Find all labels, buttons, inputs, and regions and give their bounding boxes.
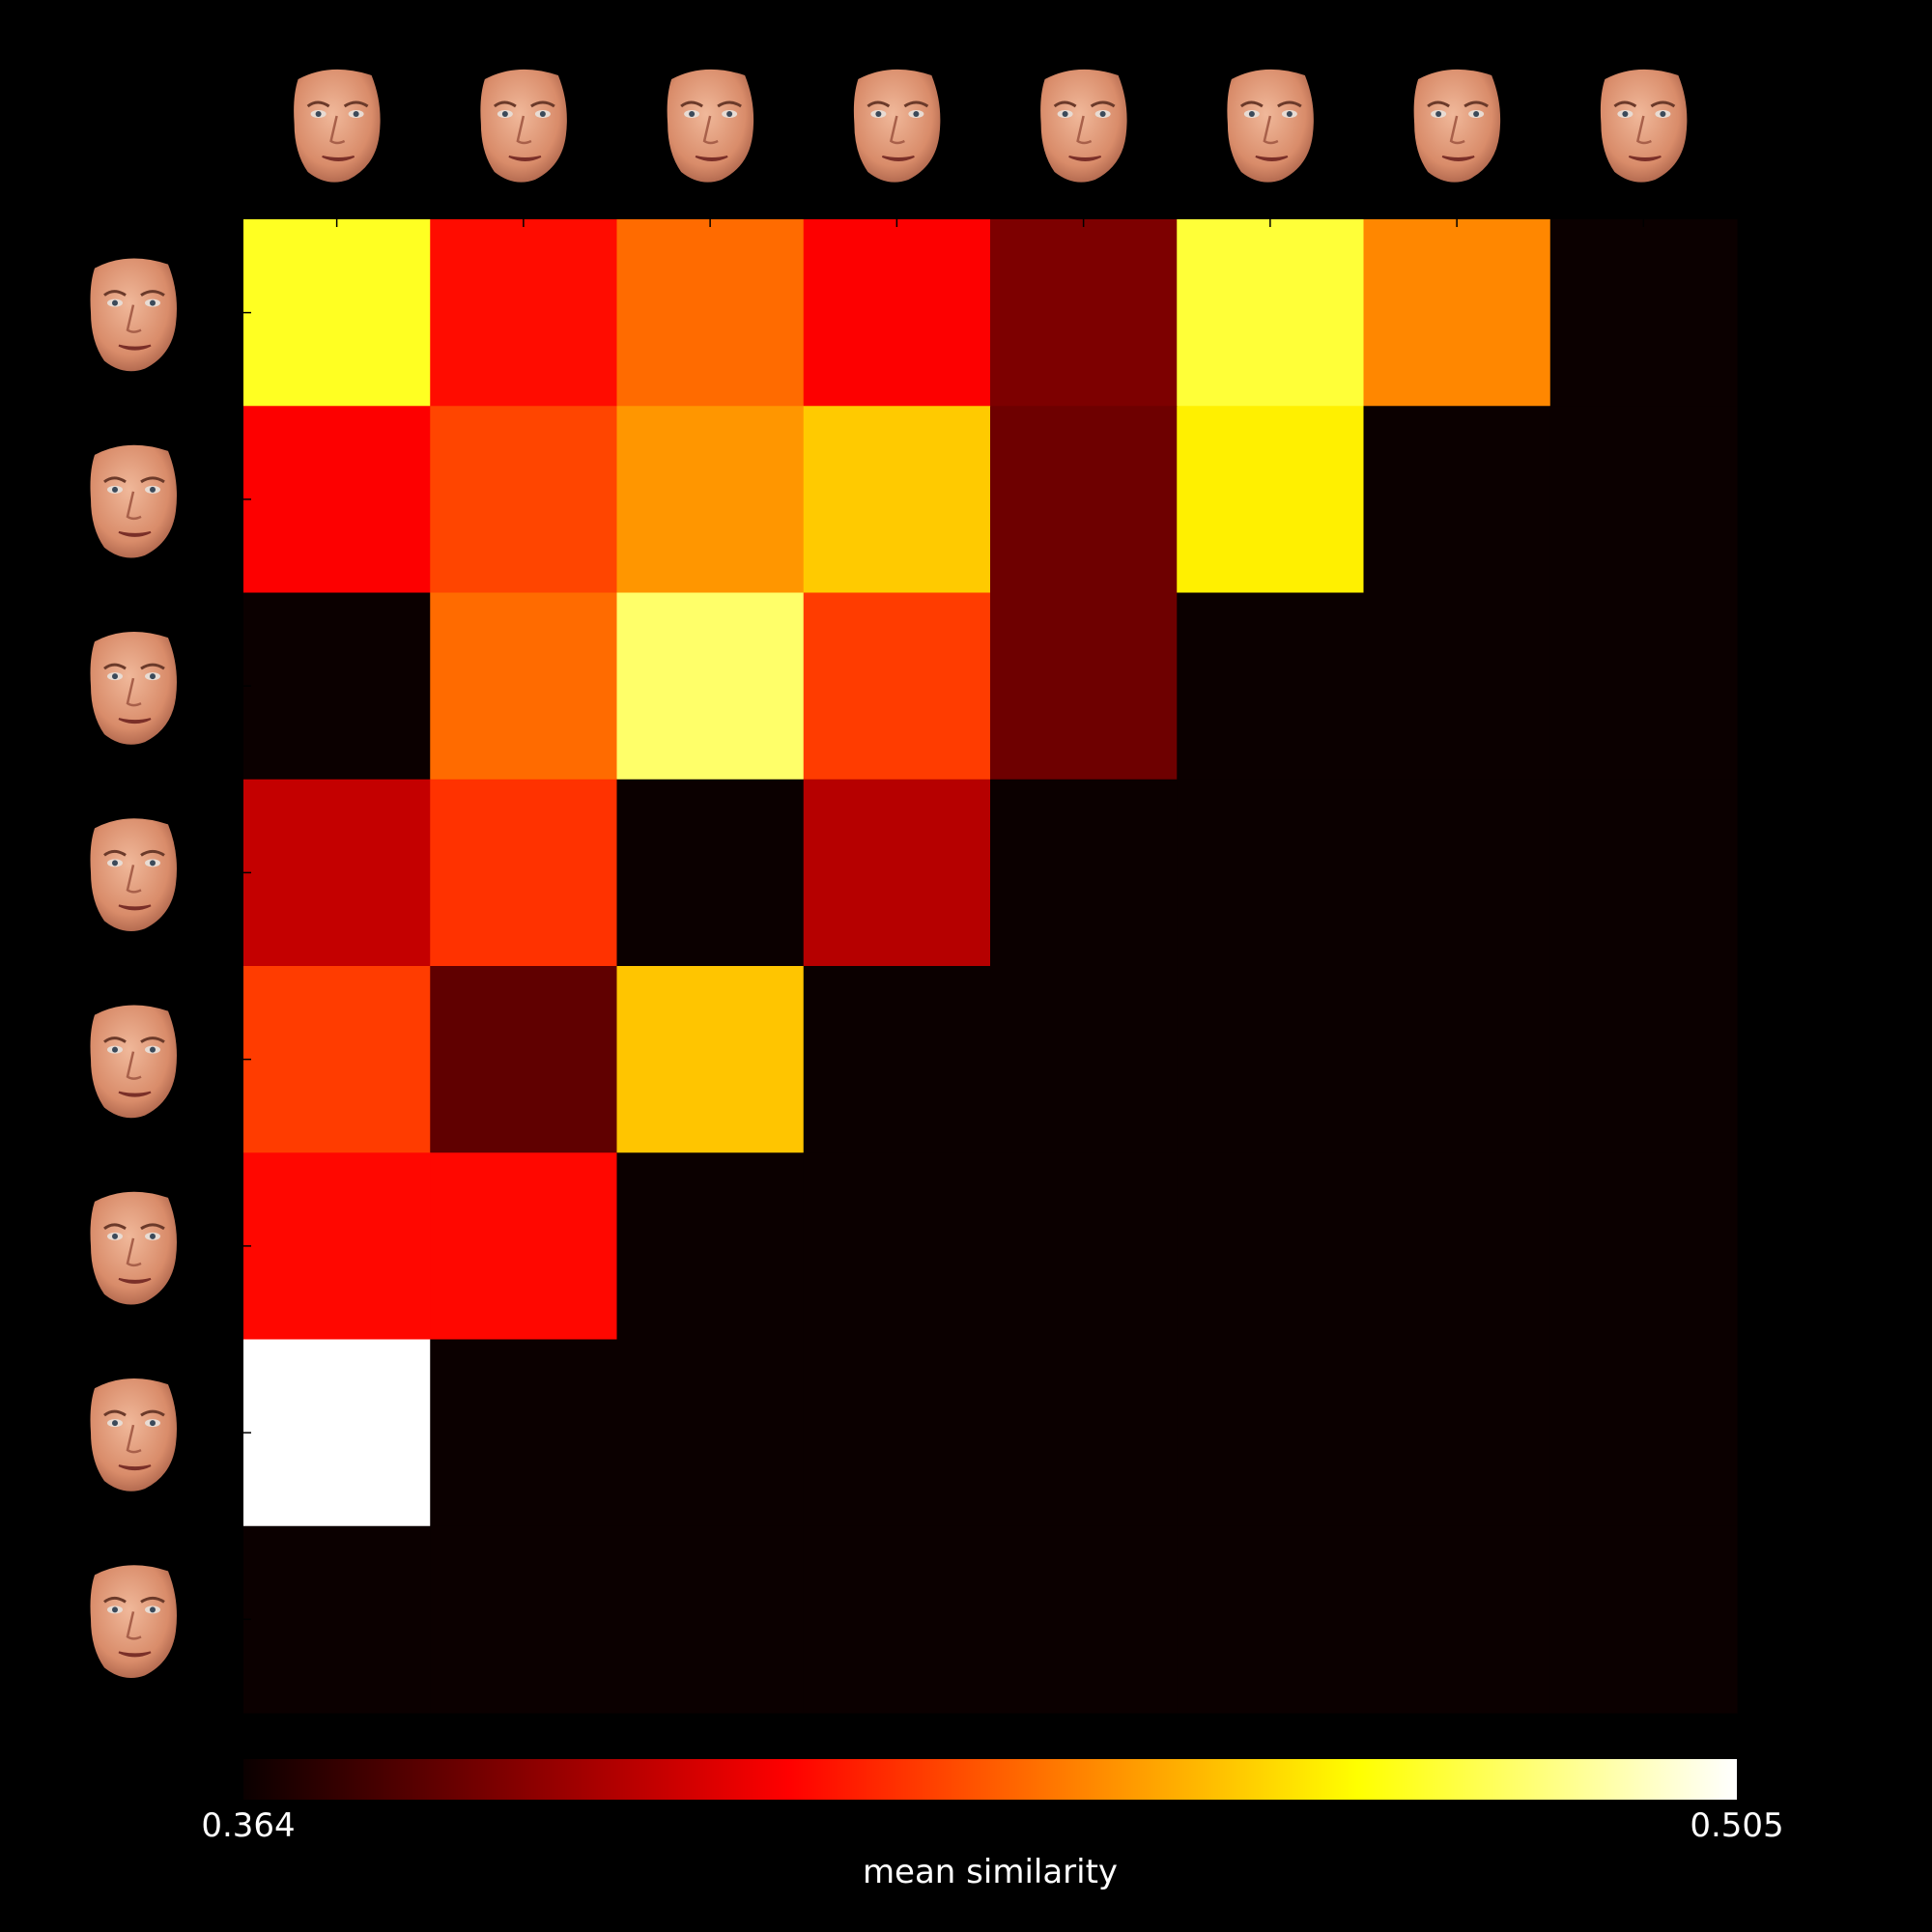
heatmap-cell [430, 1339, 618, 1527]
heatmap-cell [1549, 219, 1738, 407]
heatmap-cell [1177, 779, 1365, 967]
colorbar-max-label: 0.505 [1690, 1806, 1783, 1845]
heatmap-cell [243, 1525, 431, 1714]
heatmap-cell [616, 406, 805, 594]
heatmap-cell [1177, 966, 1365, 1153]
face-thumbnail [853, 69, 941, 183]
heatmap-cell [990, 219, 1178, 407]
heatmap-cell [990, 779, 1178, 967]
heatmap-cell [803, 592, 991, 781]
heatmap-cell [430, 1525, 618, 1714]
heatmap-cell [1549, 966, 1738, 1153]
heatmap-cell [243, 219, 431, 407]
heatmap-cell [1363, 1152, 1551, 1341]
row-face-thumbnails [90, 258, 177, 1679]
heatmap-cell [243, 779, 431, 967]
heatmap-cell [1363, 592, 1551, 781]
face-thumbnail [1413, 69, 1501, 183]
heatmap-cell [243, 592, 431, 781]
heatmap-cell [243, 1339, 431, 1527]
heatmap-cells [243, 219, 1738, 1714]
heatmap-cell [430, 219, 618, 407]
heatmap-cell [1363, 406, 1551, 594]
heatmap-cell [1177, 592, 1365, 781]
heatmap-cell [990, 1525, 1178, 1714]
heatmap-cell [430, 592, 618, 781]
heatmap-cell [430, 1152, 618, 1341]
heatmap-cell [803, 1525, 991, 1714]
face-thumbnail [90, 258, 177, 372]
heatmap-cell [803, 406, 991, 594]
heatmap-cell [1549, 406, 1738, 594]
heatmap-cell [1177, 1525, 1365, 1714]
heatmap-cell [1363, 779, 1551, 967]
heatmap-cell [243, 1152, 431, 1341]
heatmap-cell [803, 219, 991, 407]
face-thumbnail [90, 1565, 177, 1679]
face-thumbnail [90, 1005, 177, 1119]
heatmap-cell [616, 1339, 805, 1527]
heatmap-cell [990, 592, 1178, 781]
face-thumbnail [1227, 69, 1314, 183]
heatmap-cell [803, 779, 991, 967]
heatmap-cell [1363, 966, 1551, 1153]
heatmap-cell [616, 592, 805, 781]
heatmap-cell [1549, 592, 1738, 781]
heatmap-cell [990, 1339, 1178, 1527]
heatmap-cell [803, 1339, 991, 1527]
heatmap-cell [1363, 219, 1551, 407]
colorbar [243, 1759, 1737, 1800]
face-thumbnail [90, 444, 177, 558]
heatmap-cell [1549, 1525, 1738, 1714]
heatmap-cell [990, 406, 1178, 594]
heatmap-cell [1363, 1525, 1551, 1714]
heatmap-cell [616, 966, 805, 1153]
heatmap-cell [616, 1152, 805, 1341]
colorbar-min-label: 0.364 [201, 1806, 295, 1845]
face-thumbnail [90, 1191, 177, 1305]
heatmap-cell [990, 1152, 1178, 1341]
colorbar-title: mean similarity [863, 1853, 1118, 1891]
heatmap-cell [803, 966, 991, 1153]
face-thumbnail [1600, 69, 1688, 183]
face-thumbnail [1040, 69, 1127, 183]
heatmap-cell [803, 1152, 991, 1341]
heatmap-cell [1549, 1152, 1738, 1341]
heatmap-cell [243, 966, 431, 1153]
face-thumbnail [90, 818, 177, 932]
face-thumbnail [90, 632, 177, 745]
heatmap-cell [990, 966, 1178, 1153]
face-thumbnail [480, 69, 567, 183]
column-face-thumbnails [294, 69, 1688, 183]
heatmap-cell [616, 1525, 805, 1714]
face-thumbnail [294, 69, 381, 183]
heatmap-cell [1549, 1339, 1738, 1527]
heatmap-cell [430, 966, 618, 1153]
heatmap-cell [430, 779, 618, 967]
heatmap-cell [1177, 1339, 1365, 1527]
heatmap-cell [1549, 779, 1738, 967]
heatmap-cell [243, 406, 431, 594]
heatmap-cell [430, 406, 618, 594]
heatmap-cell [616, 219, 805, 407]
heatmap-cell [616, 779, 805, 967]
face-thumbnail [667, 69, 754, 183]
heatmap-cell [1177, 406, 1365, 594]
heatmap-cell [1363, 1339, 1551, 1527]
heatmap-cell [1177, 219, 1365, 407]
heatmap-cell [1177, 1152, 1365, 1341]
face-thumbnail [90, 1378, 177, 1492]
axis-ticks [243, 219, 1645, 1621]
